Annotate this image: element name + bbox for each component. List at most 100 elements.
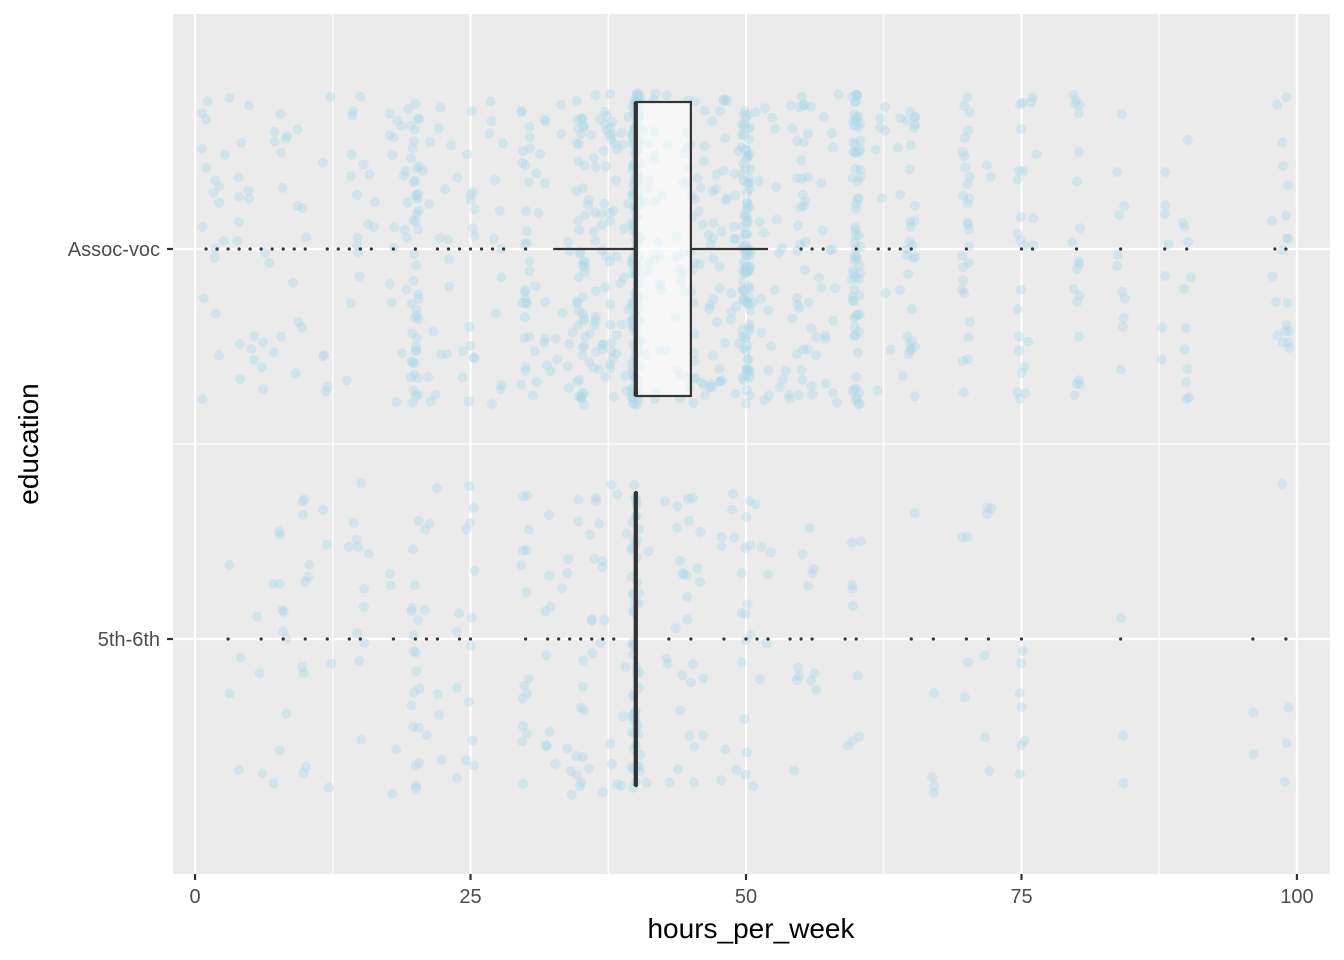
jitter-point (744, 496, 755, 507)
jitter-point (791, 292, 802, 303)
jitter-point (611, 348, 622, 359)
jitter-point (847, 116, 858, 127)
jitter-point (401, 232, 412, 243)
jitter-point (800, 196, 811, 207)
jitter-point (519, 680, 530, 691)
jitter-point (851, 392, 862, 403)
jitter-point (611, 144, 622, 154)
jitter-point (811, 350, 822, 361)
jitter-point (219, 150, 230, 161)
jitter-point (854, 309, 865, 320)
jitter-point (741, 385, 752, 396)
jitter-point (1157, 354, 1167, 365)
jitter-point (494, 205, 505, 216)
jitter-point (830, 283, 840, 294)
jitter-point (386, 297, 397, 308)
jitter-point (927, 772, 938, 783)
jitter-point (720, 195, 731, 206)
jitter-point (1248, 749, 1259, 760)
jitter-point (674, 555, 685, 566)
jitter-point (196, 143, 207, 154)
jitter-point (274, 745, 285, 756)
jitter-point (410, 760, 421, 771)
jitter-point (722, 193, 732, 204)
jitter-point (787, 313, 798, 324)
box (634, 100, 692, 398)
jitter-point (574, 225, 585, 236)
jitter-point (621, 386, 632, 396)
jitter-point (539, 114, 550, 125)
jitter-point (740, 769, 751, 780)
jitter-point (577, 342, 588, 353)
jitter-point (411, 346, 422, 357)
jitter-point (744, 122, 755, 133)
jitter-point (620, 370, 631, 381)
jitter-point (849, 120, 860, 131)
jitter-point (409, 369, 420, 380)
jitter-point (363, 548, 374, 559)
jitter-point (793, 670, 804, 681)
jitter-point (413, 515, 424, 526)
jitter-point (524, 266, 535, 277)
jitter-point (600, 282, 611, 293)
jitter-point (406, 298, 417, 309)
jitter-point (850, 146, 861, 157)
jitter-point (736, 657, 747, 668)
jitter-point (469, 353, 480, 364)
jitter-point (847, 173, 858, 184)
jitter-point (298, 668, 309, 678)
jitter-point (716, 226, 727, 237)
jitter-point (745, 540, 756, 551)
jitter-point (214, 181, 225, 192)
jitter-point (243, 193, 254, 204)
jitter-point (413, 293, 424, 304)
jitter-point (850, 163, 861, 174)
jitter-point (854, 230, 864, 241)
outlier-point (1019, 637, 1024, 641)
jitter-point (461, 524, 472, 535)
jitter-point (1277, 245, 1288, 255)
jitter-point (577, 681, 588, 692)
jitter-point (738, 121, 749, 132)
jitter-point (540, 333, 551, 344)
jitter-point (928, 787, 939, 798)
jitter-point (742, 354, 753, 365)
jitter-point (740, 609, 751, 620)
jitter-point (744, 134, 754, 145)
jitter-point (742, 124, 753, 134)
jitter-point (777, 243, 788, 254)
jitter-point (301, 232, 312, 243)
jitter-point (754, 674, 765, 685)
jitter-point (853, 274, 864, 285)
jitter-point (743, 151, 753, 162)
jitter-point (520, 366, 531, 376)
jitter-point (806, 380, 817, 391)
jitter-point (807, 389, 818, 400)
jitter-point (726, 306, 737, 317)
jitter-point (847, 265, 858, 276)
jitter-point (1283, 233, 1294, 244)
jitter-point (601, 251, 612, 262)
jitter-point (1280, 326, 1291, 337)
jitter-point (352, 190, 363, 200)
jitter-point (496, 380, 507, 391)
jitter-point (396, 120, 407, 131)
jitter-point (407, 328, 418, 339)
jitter-point (848, 146, 859, 157)
jitter-point (407, 603, 418, 613)
jitter-point (573, 123, 584, 134)
jitter-point (292, 124, 303, 135)
jitter-point (354, 655, 365, 666)
jitter-point (962, 532, 973, 542)
outlier-point (303, 247, 307, 251)
jitter-point (545, 601, 556, 612)
jitter-point (740, 260, 751, 271)
major-gridlines (173, 14, 1330, 874)
jitter-point (738, 175, 749, 186)
outlier-point (689, 637, 693, 641)
jitter-point (875, 113, 886, 124)
jitter-point (784, 389, 794, 400)
jitter-point (708, 218, 719, 229)
outlier-point (524, 247, 528, 251)
jitter-point (529, 346, 540, 357)
